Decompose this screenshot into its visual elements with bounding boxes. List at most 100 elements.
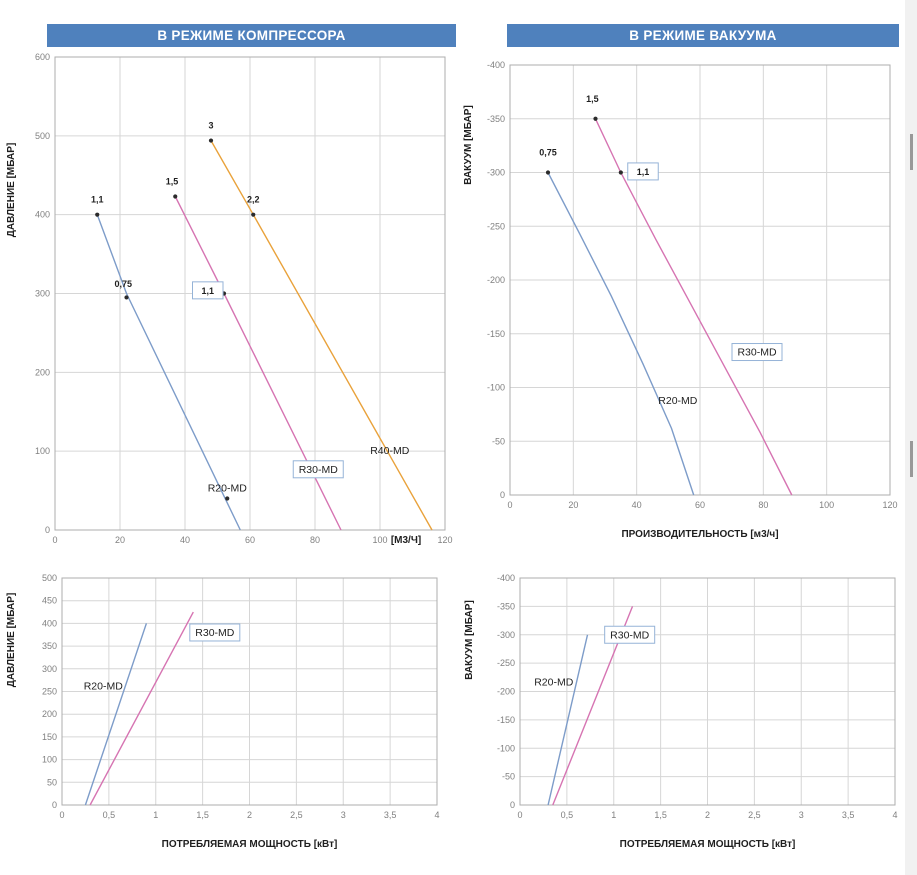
y-tick-label: -350 xyxy=(487,114,505,124)
point-label: 1,5 xyxy=(166,176,179,186)
y-tick-label: -350 xyxy=(497,601,515,611)
y-tick-label: -100 xyxy=(487,383,505,393)
label-box xyxy=(292,460,344,479)
vacuum-power-chart: 0 0,5 1 1,5 2 2,5 3 3,5 4 0 -50 -100 -150 -200 -250 -30… xyxy=(464,573,898,850)
y-tick-label: 500 xyxy=(42,573,57,583)
x-tick-label: 40 xyxy=(632,500,642,510)
x-tick-label: 120 xyxy=(437,535,452,545)
page-edge-strip xyxy=(905,0,917,875)
point-marker xyxy=(95,212,100,217)
x-tick-label: 100 xyxy=(819,500,834,510)
x-tick-label: 0 xyxy=(52,535,57,545)
point-label: 1,5 xyxy=(586,94,599,104)
y-axis-label: ДАВЛЕНИЕ [МБАР] xyxy=(6,143,17,238)
x-tick-label: 0 xyxy=(517,810,522,820)
point-marker xyxy=(225,496,230,501)
x-tick-label: 0 xyxy=(59,810,64,820)
point-marker xyxy=(593,116,598,121)
y-tick-label: -100 xyxy=(497,743,515,753)
y-tick-label: -400 xyxy=(487,60,505,70)
y-tick-label: -300 xyxy=(487,168,505,178)
y-tick-label: 0 xyxy=(510,800,515,810)
x-axis-label: ПОТРЕБЛЯЕМАЯ МОЩНОСТЬ [кВт] xyxy=(620,839,796,850)
point-marker xyxy=(208,138,214,143)
y-tick-label: 250 xyxy=(42,687,57,697)
plot-frame xyxy=(519,577,896,806)
point-marker xyxy=(618,170,623,175)
y-tick-label: -300 xyxy=(497,630,515,640)
plot-frame xyxy=(509,64,891,496)
x-axis-label: ПОТРЕБЛЯЕМАЯ МОЩНОСТЬ [кВт] xyxy=(162,839,338,850)
series-label: R20-MD xyxy=(658,395,698,407)
point-marker xyxy=(545,170,551,175)
x-axis-label: ПРОИЗВОДИТЕЛЬНОСТЬ [м3/ч] xyxy=(621,529,778,540)
header-compressor-mode: В РЕЖИМЕ КОМПРЕССОРА xyxy=(47,24,456,47)
x-tick-label: 0,5 xyxy=(103,810,116,820)
series-line-R20-MD xyxy=(96,214,241,531)
plot-frame xyxy=(61,577,438,806)
y-tick-label: 300 xyxy=(35,289,50,299)
x-unit-label: [М3/Ч] xyxy=(391,535,421,546)
label-box xyxy=(627,162,659,181)
x-tick-label: 3,5 xyxy=(842,810,855,820)
x-tick-label: 2,5 xyxy=(748,810,761,820)
x-tick-label: 2 xyxy=(247,810,252,820)
x-tick-label: 3,5 xyxy=(384,810,397,820)
label-box xyxy=(189,623,241,642)
y-tick-label: 600 xyxy=(35,52,50,62)
y-axis-label: ВАКУУМ [МБАР] xyxy=(463,105,474,185)
series-line-R30-MD xyxy=(174,196,342,531)
header-vacuum-mode: В РЕЖИМЕ ВАКУУМА xyxy=(507,24,899,47)
y-tick-label: -150 xyxy=(497,715,515,725)
x-tick-label: 60 xyxy=(695,500,705,510)
point-label: 0,75 xyxy=(539,148,557,158)
series-label: R20-MD xyxy=(208,483,248,495)
y-tick-label: 200 xyxy=(35,367,50,377)
point-label: 3 xyxy=(208,120,213,130)
point-marker xyxy=(173,194,178,199)
point-label: 1,1 xyxy=(201,286,214,296)
vacuum-capacity-chart: 0 20 40 60 80 100 120 0 -50 -100 -150 -200 -250 -300 -… xyxy=(463,60,898,540)
series-label: R30-MD xyxy=(610,629,650,641)
y-tick-label: 450 xyxy=(42,596,57,606)
y-tick-label: 150 xyxy=(42,732,57,742)
x-tick-label: 1 xyxy=(153,810,158,820)
y-tick-label: 350 xyxy=(42,641,57,651)
y-tick-label: 0 xyxy=(500,490,505,500)
page-edge-artifact xyxy=(910,134,913,170)
x-tick-label: 2 xyxy=(705,810,710,820)
compressor-capacity-chart: 0 20 40 60 80 100 120 0 100 200 300 400 500 600 1,1 0,7… xyxy=(6,52,453,546)
y-tick-label: 500 xyxy=(35,131,50,141)
x-tick-label: 80 xyxy=(310,535,320,545)
series-line-R30-MD xyxy=(594,118,793,496)
x-tick-label: 0,5 xyxy=(561,810,574,820)
y-tick-label: -50 xyxy=(492,436,505,446)
y-tick-label: 100 xyxy=(35,446,50,456)
y-tick-label: -400 xyxy=(497,573,515,583)
series-label: R20-MD xyxy=(84,681,124,693)
point-marker xyxy=(251,212,256,217)
series-line-R30-MD xyxy=(89,611,194,806)
y-axis-label: ДАВЛЕНИЕ [МБАР] xyxy=(6,593,17,688)
point-label: 0,75 xyxy=(114,279,132,289)
page-edge-artifact xyxy=(910,441,913,477)
y-tick-label: 100 xyxy=(42,755,57,765)
y-tick-label: 200 xyxy=(42,709,57,719)
y-tick-label: -200 xyxy=(487,275,505,285)
y-tick-label: -200 xyxy=(497,687,515,697)
y-tick-label: -250 xyxy=(487,221,505,231)
x-tick-label: 40 xyxy=(180,535,190,545)
plot-frame xyxy=(54,56,446,531)
point-label: 1,1 xyxy=(91,194,104,204)
y-axis-label: ВАКУУМ [МБАР] xyxy=(464,600,475,680)
x-tick-label: 120 xyxy=(882,500,897,510)
y-tick-label: 50 xyxy=(47,777,57,787)
series-label: R40-MD xyxy=(370,445,410,457)
label-box xyxy=(192,281,224,300)
y-tick-label: 400 xyxy=(35,210,50,220)
series-line-R20-MD xyxy=(547,172,695,496)
y-tick-label: 0 xyxy=(45,525,50,535)
x-tick-label: 0 xyxy=(507,500,512,510)
x-tick-label: 3 xyxy=(799,810,804,820)
